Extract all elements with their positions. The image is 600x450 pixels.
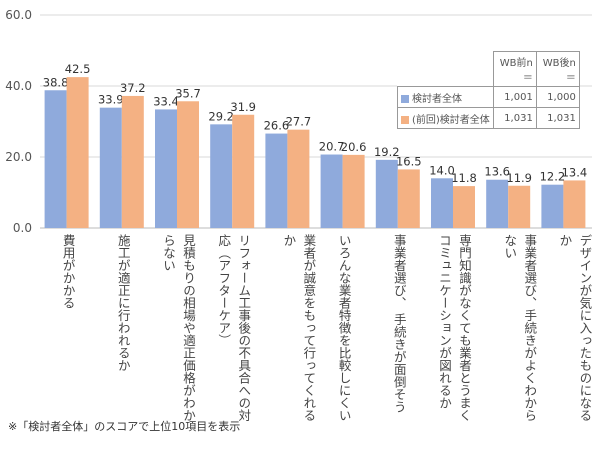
data-label: 26.6 — [264, 119, 290, 133]
data-label: 11.8 — [451, 171, 477, 185]
legend-value: 1,000 — [535, 86, 580, 108]
legend-value: 1,001 — [492, 86, 537, 108]
y-tick-label: 0.0 — [13, 221, 32, 235]
bar-current — [155, 109, 177, 228]
legend-label: (前回)検討者全体 — [412, 114, 490, 126]
bar-previous — [287, 129, 310, 228]
bar-current — [99, 107, 122, 228]
bar-current — [265, 133, 288, 228]
legend-table: WB前n＝ WB後n＝ 検討者全体 1,001 1,000 (前回)検討者全体 1,03… — [397, 51, 580, 129]
bar-current — [375, 159, 398, 228]
data-label: 29.2 — [208, 109, 234, 123]
footnote: ※「検討者全体」のスコアで上位10項目を表示 — [8, 420, 241, 433]
bar-previous — [177, 101, 199, 228]
data-label: 14.0 — [429, 163, 455, 177]
bar-current — [541, 184, 564, 228]
legend-swatch-orange — [401, 115, 409, 124]
legend-header-before: WB前n＝ — [492, 51, 537, 87]
data-label: 33.4 — [153, 94, 179, 108]
data-label: 31.9 — [230, 100, 256, 114]
bar-previous — [342, 154, 365, 228]
bar-previous — [232, 114, 255, 228]
x-category-label: 業者が誠意をもって行ってくれるか — [281, 234, 317, 422]
legend-item-series-1: 検討者全体 — [397, 86, 494, 108]
x-category-label: 事業者選び、手続きがよくわからない — [502, 234, 538, 422]
bar-current — [431, 178, 453, 228]
x-category-label: 見積もりの相場や適正価格がわからない — [161, 234, 196, 422]
x-category-label: 費用がかかる — [60, 234, 76, 309]
x-category-label: 事業者選び、 手続きが面倒そう — [391, 234, 407, 413]
y-tick-label: 40.0 — [5, 79, 32, 93]
legend-item-series-2: (前回)検討者全体 — [397, 107, 494, 129]
data-label: 11.9 — [506, 171, 532, 185]
bar-previous — [397, 169, 420, 228]
legend-header-after: WB後n＝ — [535, 51, 580, 87]
data-label: 27.7 — [286, 115, 312, 129]
x-category-label: 施工が適正に行われるか — [115, 234, 131, 372]
x-category-label: リフォーム工事後の不具合への対応（アフターケア） — [216, 234, 252, 422]
bar-previous — [508, 185, 531, 228]
y-tick-label: 20.0 — [5, 150, 32, 164]
bar-current — [44, 90, 67, 228]
data-label: 13.4 — [562, 165, 588, 179]
data-label: 12.2 — [540, 170, 566, 184]
data-label: 20.6 — [341, 140, 367, 154]
data-label: 33.9 — [98, 93, 124, 107]
data-label: 38.8 — [43, 75, 69, 89]
bar-previous — [563, 180, 586, 228]
y-tick-label: 60.0 — [5, 8, 32, 22]
data-label: 20.7 — [319, 140, 345, 154]
data-label: 16.5 — [396, 154, 422, 168]
bar-previous — [121, 95, 144, 228]
legend-value: 1,031 — [492, 107, 537, 129]
bar-current — [486, 179, 509, 228]
bar-current — [320, 154, 343, 228]
x-category-label: デザインが気に入ったものになるか — [557, 234, 593, 422]
data-label: 37.2 — [120, 81, 146, 95]
bar-previous — [453, 186, 475, 228]
x-category-label: 専門知識がなくても業者とうまくコミュニケーションが図れるか — [437, 234, 472, 422]
data-label: 42.5 — [65, 62, 91, 76]
data-label: 35.7 — [175, 86, 201, 100]
data-label: 13.6 — [484, 165, 510, 179]
bar-previous — [66, 77, 89, 228]
legend-label: 検討者全体 — [412, 93, 462, 105]
legend-swatch-blue — [401, 94, 409, 103]
bar-current — [210, 124, 233, 228]
data-label: 19.2 — [374, 145, 400, 159]
x-category-label: いろんな業者特徴を比較しにくい — [336, 234, 352, 422]
legend-value: 1,031 — [535, 107, 580, 129]
